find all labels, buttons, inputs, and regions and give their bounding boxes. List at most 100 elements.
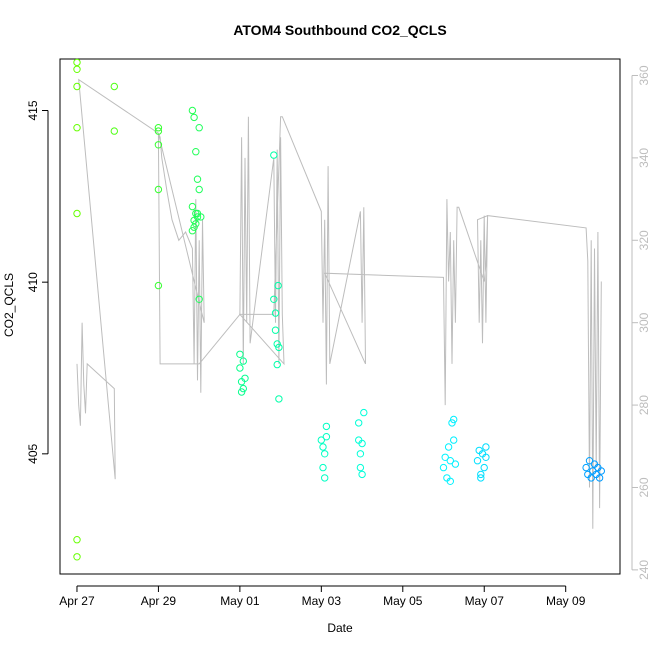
data-point: [110, 82, 119, 91]
data-point: [448, 419, 456, 427]
data-point: [154, 185, 163, 194]
data-point: [358, 470, 366, 479]
x-tick-label: May 07: [465, 594, 505, 608]
data-point: [321, 450, 329, 458]
data-point: [451, 460, 460, 468]
x-tick-label: Apr 27: [59, 594, 95, 608]
data-point: [480, 463, 488, 472]
data-point: [154, 281, 163, 290]
data-point: [317, 436, 325, 444]
data-point: [73, 82, 81, 91]
co2-point-series: [73, 58, 605, 561]
data-point: [582, 463, 590, 472]
data-point: [482, 443, 490, 451]
data-point: [154, 124, 163, 132]
data-point: [271, 309, 280, 317]
x-tick-label: May 03: [302, 594, 342, 608]
data-point: [193, 175, 202, 183]
data-point: [446, 477, 454, 485]
data-point: [239, 357, 248, 365]
chart-title: ATOM4 Southbound CO2_QCLS: [233, 22, 446, 38]
y-axis-label: CO2_QCLS: [2, 273, 16, 337]
data-point: [73, 553, 81, 561]
data-point: [356, 450, 365, 458]
data-point: [321, 474, 329, 482]
data-point: [195, 295, 203, 303]
data-point: [275, 343, 283, 352]
data-point: [595, 474, 604, 482]
data-point: [273, 340, 281, 348]
y-tick-label: 405: [26, 443, 40, 463]
data-point: [319, 463, 327, 472]
right-axis-tick-label: 280: [637, 395, 650, 415]
data-point: [154, 127, 163, 135]
data-point: [197, 213, 205, 221]
data-point: [192, 220, 200, 228]
data-point: [274, 281, 282, 290]
x-tick-label: May 05: [383, 594, 423, 608]
data-point: [237, 388, 246, 396]
data-point: [439, 463, 448, 472]
data-point: [273, 360, 281, 369]
data-point: [597, 467, 605, 475]
data-point: [270, 295, 278, 303]
data-point: [446, 457, 454, 465]
right-axis-tick-label: 340: [637, 148, 650, 168]
x-axis-label: Date: [327, 621, 353, 635]
right-axis-tick-label: 260: [637, 477, 650, 497]
data-point: [271, 326, 280, 334]
right-axis-tick-label: 320: [637, 230, 650, 250]
x-tick-label: May 01: [220, 594, 260, 608]
data-point: [360, 408, 368, 417]
data-point: [73, 65, 81, 74]
series-line-1: [76, 78, 602, 529]
data-point: [192, 148, 200, 156]
data-point: [73, 58, 81, 67]
y-tick-label: 410: [26, 272, 40, 292]
data-point: [356, 463, 365, 472]
data-point: [587, 474, 595, 482]
data-point: [73, 209, 81, 218]
data-point: [322, 422, 331, 431]
y-tick-label: 415: [26, 100, 40, 120]
data-point: [236, 364, 244, 372]
data-point: [585, 457, 594, 465]
right-axis-tick-label: 360: [637, 65, 650, 85]
x-tick-label: May 09: [546, 594, 586, 608]
data-point: [450, 415, 458, 424]
data-point: [188, 106, 197, 115]
right-axis-tick-label: 240: [637, 560, 650, 580]
data-point: [450, 436, 458, 444]
data-point: [477, 474, 485, 482]
data-point: [444, 443, 453, 451]
data-point: [188, 227, 197, 235]
data-point: [441, 453, 449, 461]
data-point: [322, 433, 331, 441]
data-point: [195, 124, 203, 132]
data-point: [355, 419, 363, 427]
data-point: [193, 213, 202, 221]
data-point: [73, 536, 81, 544]
data-point: [154, 141, 163, 149]
data-point: [270, 151, 278, 159]
right-axis-line-series: [76, 78, 602, 529]
data-point: [239, 384, 248, 393]
data-point: [236, 350, 244, 358]
data-point: [319, 443, 327, 451]
data-point: [477, 470, 485, 479]
data-point: [190, 113, 198, 122]
data-point: [473, 457, 482, 465]
right-axis-tick-label: 300: [637, 312, 650, 332]
data-point: [195, 185, 203, 194]
data-point: [482, 453, 490, 461]
data-point: [110, 127, 119, 135]
data-point: [358, 439, 366, 448]
data-point: [188, 202, 197, 211]
data-point: [190, 223, 198, 231]
plot-frame: [59, 58, 621, 575]
data-point: [73, 124, 81, 132]
x-tick-label: Apr 29: [141, 594, 177, 608]
data-point: [275, 395, 283, 403]
